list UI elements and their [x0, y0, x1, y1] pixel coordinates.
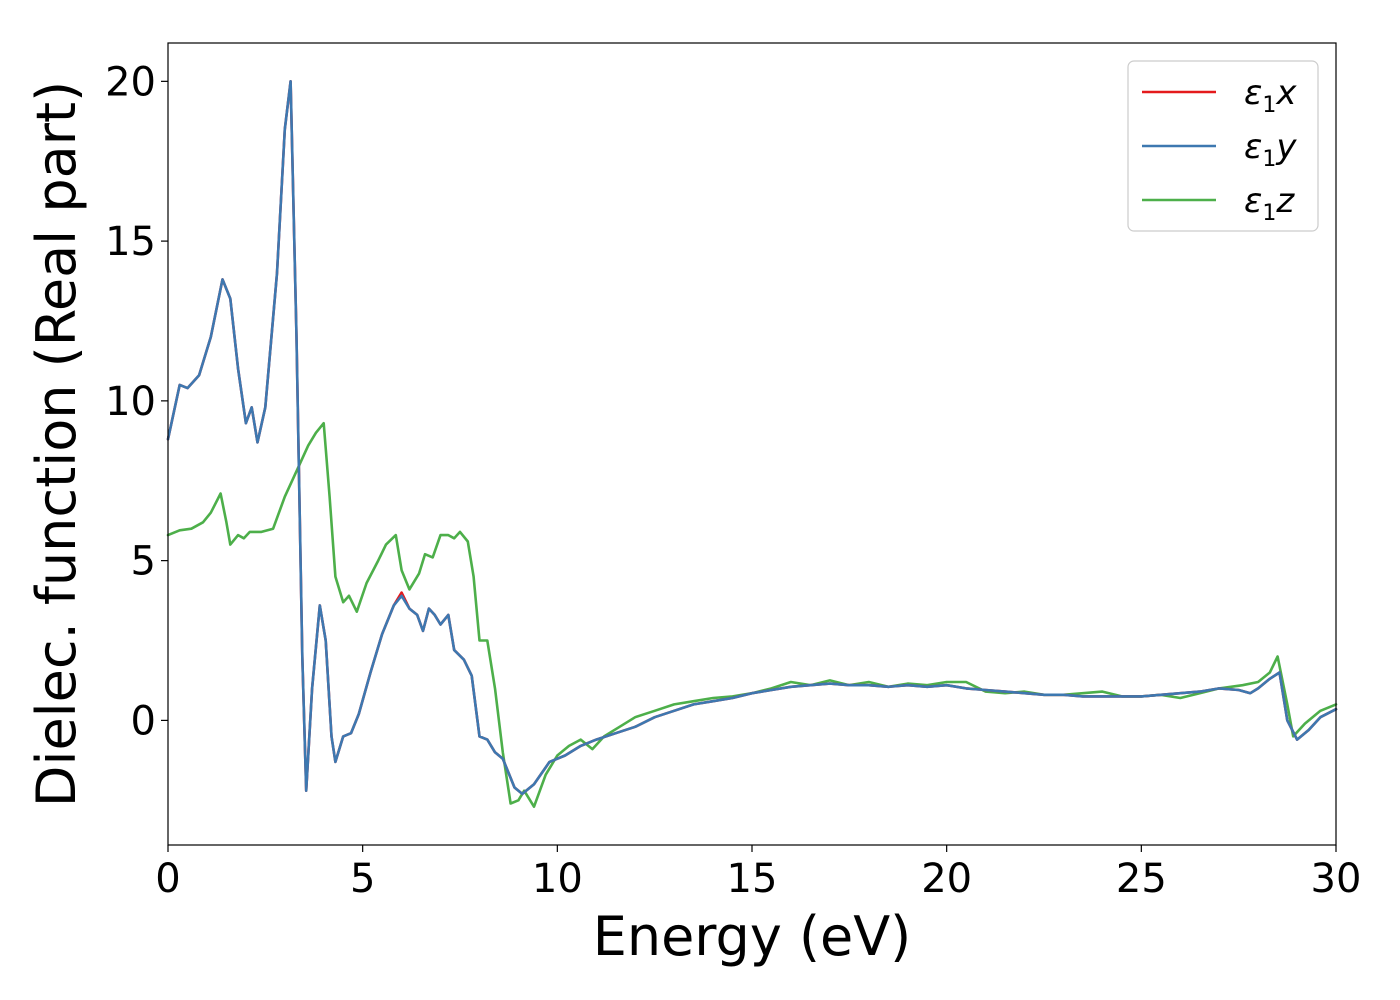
- y-tick-label: 5: [131, 539, 156, 585]
- legend-label-x: ε1x: [1244, 73, 1297, 118]
- legend-label-y: ε1y: [1244, 127, 1297, 172]
- series-layer: [166, 80, 1338, 808]
- x-axis-label: Energy (eV): [593, 905, 912, 968]
- x-axis-ticks: 0 5 10 15 20 25 30: [155, 845, 1361, 902]
- legend-box: [1127, 60, 1319, 232]
- x-tick-label: 25: [1116, 856, 1167, 902]
- x-tick-label: 20: [921, 856, 972, 902]
- x-tick-label: 30: [1311, 856, 1362, 902]
- x-tick-label: 5: [350, 856, 375, 902]
- x-tick-label: 0: [155, 856, 180, 902]
- x-tick-label: 10: [532, 856, 583, 902]
- legend-label-z: ε1z: [1244, 181, 1295, 226]
- x-tick-label: 15: [727, 856, 778, 902]
- y-tick-label: 0: [131, 698, 156, 744]
- legend: ε1x ε1y ε1z: [1127, 60, 1319, 232]
- y-tick-label: 15: [105, 219, 156, 265]
- series-line-y: [166, 80, 1338, 796]
- series-line-z: [166, 421, 1338, 808]
- y-tick-label: 20: [105, 59, 156, 105]
- y-axis-ticks: 0 5 10 15 20: [105, 59, 168, 744]
- y-tick-label: 10: [105, 379, 156, 425]
- y-axis-label: Dielec. function (Real part): [25, 81, 88, 807]
